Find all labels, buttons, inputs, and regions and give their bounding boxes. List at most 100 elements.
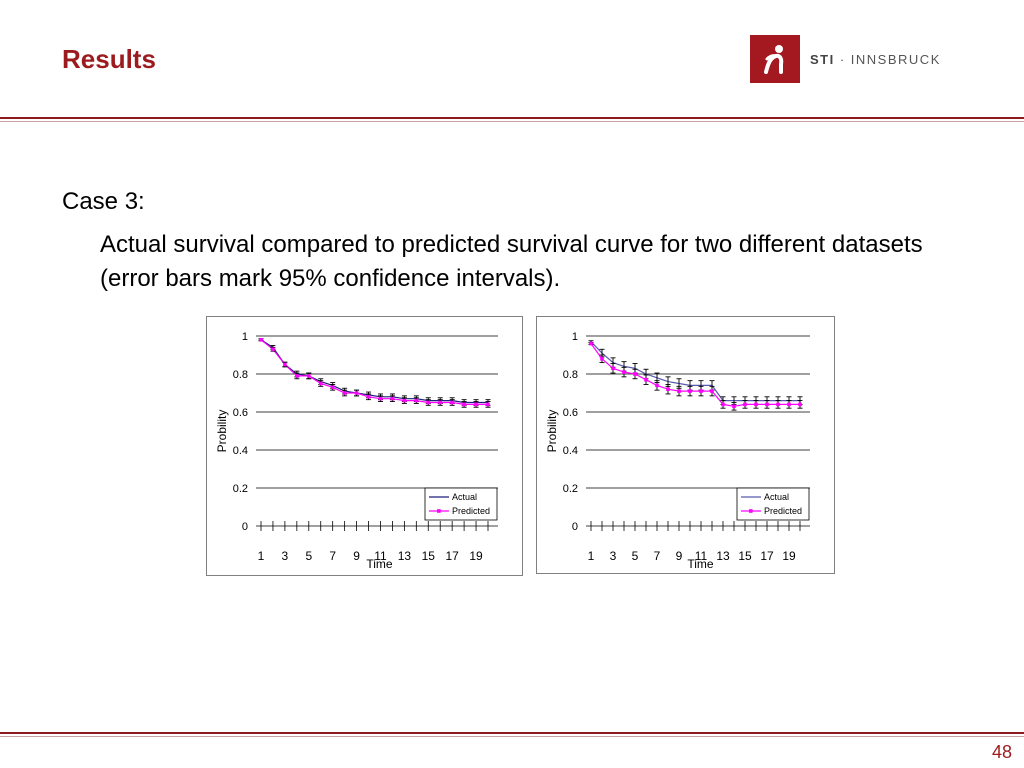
y-tick-label: 1 (572, 331, 578, 343)
survival-chart-1: 00.20.40.60.811 3 5 7 9 11 13 15 17 19TimeProbili… (206, 316, 523, 576)
data-point (710, 389, 714, 393)
y-tick-label: 0.6 (233, 407, 248, 419)
y-tick-label: 1 (242, 331, 248, 343)
data-point (754, 402, 758, 407)
y-axis-label: Probility (545, 410, 559, 453)
y-tick-label: 0.4 (233, 445, 248, 457)
x-tick-label: 17 (760, 549, 774, 563)
data-point (426, 400, 431, 405)
y-axis-label: Probility (215, 410, 229, 453)
data-point (486, 402, 490, 407)
data-point (611, 366, 615, 371)
y-tick-label: 0.8 (233, 369, 248, 381)
data-point (688, 389, 692, 393)
legend-marker (437, 509, 441, 513)
data-point (450, 400, 454, 405)
data-point (259, 338, 263, 342)
data-point (600, 357, 604, 361)
x-tick-label: 1 (588, 549, 595, 563)
data-point (699, 389, 703, 393)
x-tick-label: 11 (695, 549, 708, 563)
x-tick-label: 17 (445, 549, 459, 563)
chart-frame (536, 316, 835, 574)
data-point (330, 385, 335, 390)
logo-brand: STI (810, 51, 835, 67)
case-label: Case 3: (62, 188, 145, 215)
legend-label: Actual (452, 492, 477, 502)
x-tick-label: 11 (374, 549, 387, 563)
data-point (666, 387, 670, 391)
footer-divider (0, 732, 1024, 734)
data-point (589, 341, 593, 346)
x-tick-label: 19 (469, 549, 483, 563)
data-point (622, 370, 626, 374)
x-tick-label: 1 (258, 549, 265, 563)
legend-label: Actual (764, 492, 789, 502)
x-tick-label: 9 (676, 549, 683, 563)
data-point (787, 402, 791, 407)
legend-label: Predicted (764, 506, 802, 516)
data-point (655, 383, 659, 388)
data-point (721, 402, 725, 407)
x-tick-label: 3 (282, 549, 289, 563)
x-tick-label: 7 (329, 549, 336, 563)
data-point (354, 391, 359, 395)
data-point (414, 398, 419, 403)
y-tick-label: 0 (242, 521, 248, 533)
data-point (438, 400, 443, 405)
x-axis-label: Time (366, 557, 393, 571)
logo-separator: · (834, 51, 851, 67)
data-point (633, 372, 637, 376)
y-tick-label: 0.2 (233, 483, 248, 495)
data-point (378, 396, 383, 401)
chart-frame (206, 316, 523, 576)
data-point (283, 362, 287, 367)
survival-chart-2: 00.20.40.60.811 3 5 7 9 11 13 15 17 19TimeProbili… (536, 316, 835, 574)
data-point (366, 395, 371, 399)
legend-box (736, 487, 810, 521)
data-point (342, 391, 347, 395)
x-tick-label: 9 (353, 549, 360, 563)
series-line-predicted (260, 339, 488, 406)
x-tick-label: 15 (738, 549, 752, 563)
data-point (402, 398, 407, 403)
footer-divider-thin (0, 736, 1024, 737)
logo-name: INNSBRUCK (850, 51, 941, 67)
data-point (474, 402, 478, 407)
data-point (677, 389, 681, 393)
header-divider (0, 117, 1024, 119)
y-tick-label: 0.2 (563, 483, 578, 495)
data-point (462, 402, 466, 407)
x-tick-label: 13 (398, 549, 412, 563)
data-point (390, 396, 395, 401)
sti-logo: STI · INNSBRUCK (750, 34, 941, 84)
y-tick-label: 0.4 (563, 445, 578, 457)
y-tick-label: 0.8 (563, 369, 578, 381)
legend-box (424, 487, 498, 521)
data-point (776, 402, 780, 407)
logo-text: STI · INNSBRUCK (810, 52, 941, 67)
data-point (644, 377, 648, 382)
x-axis-label: Time (687, 557, 714, 571)
x-tick-label: 5 (632, 549, 639, 563)
header-divider-thin (0, 121, 1024, 122)
y-tick-label: 0.6 (563, 407, 578, 419)
data-point (295, 374, 299, 378)
x-tick-label: 19 (782, 549, 796, 563)
sti-figure-icon (750, 35, 800, 83)
x-tick-label: 7 (654, 549, 661, 563)
x-tick-label: 13 (716, 549, 730, 563)
data-point (798, 402, 802, 407)
legend-marker (749, 509, 753, 513)
x-tick-label: 3 (610, 549, 617, 563)
data-point (765, 402, 769, 407)
case-description: Actual survival compared to predicted su… (100, 231, 923, 292)
y-tick-label: 0 (572, 521, 578, 533)
data-point (271, 347, 275, 352)
slide-title: Results (62, 44, 156, 74)
x-tick-label: 5 (305, 549, 312, 563)
data-point (318, 381, 323, 386)
data-point (743, 402, 747, 407)
series-line-predicted (590, 343, 800, 407)
data-point (732, 404, 736, 409)
